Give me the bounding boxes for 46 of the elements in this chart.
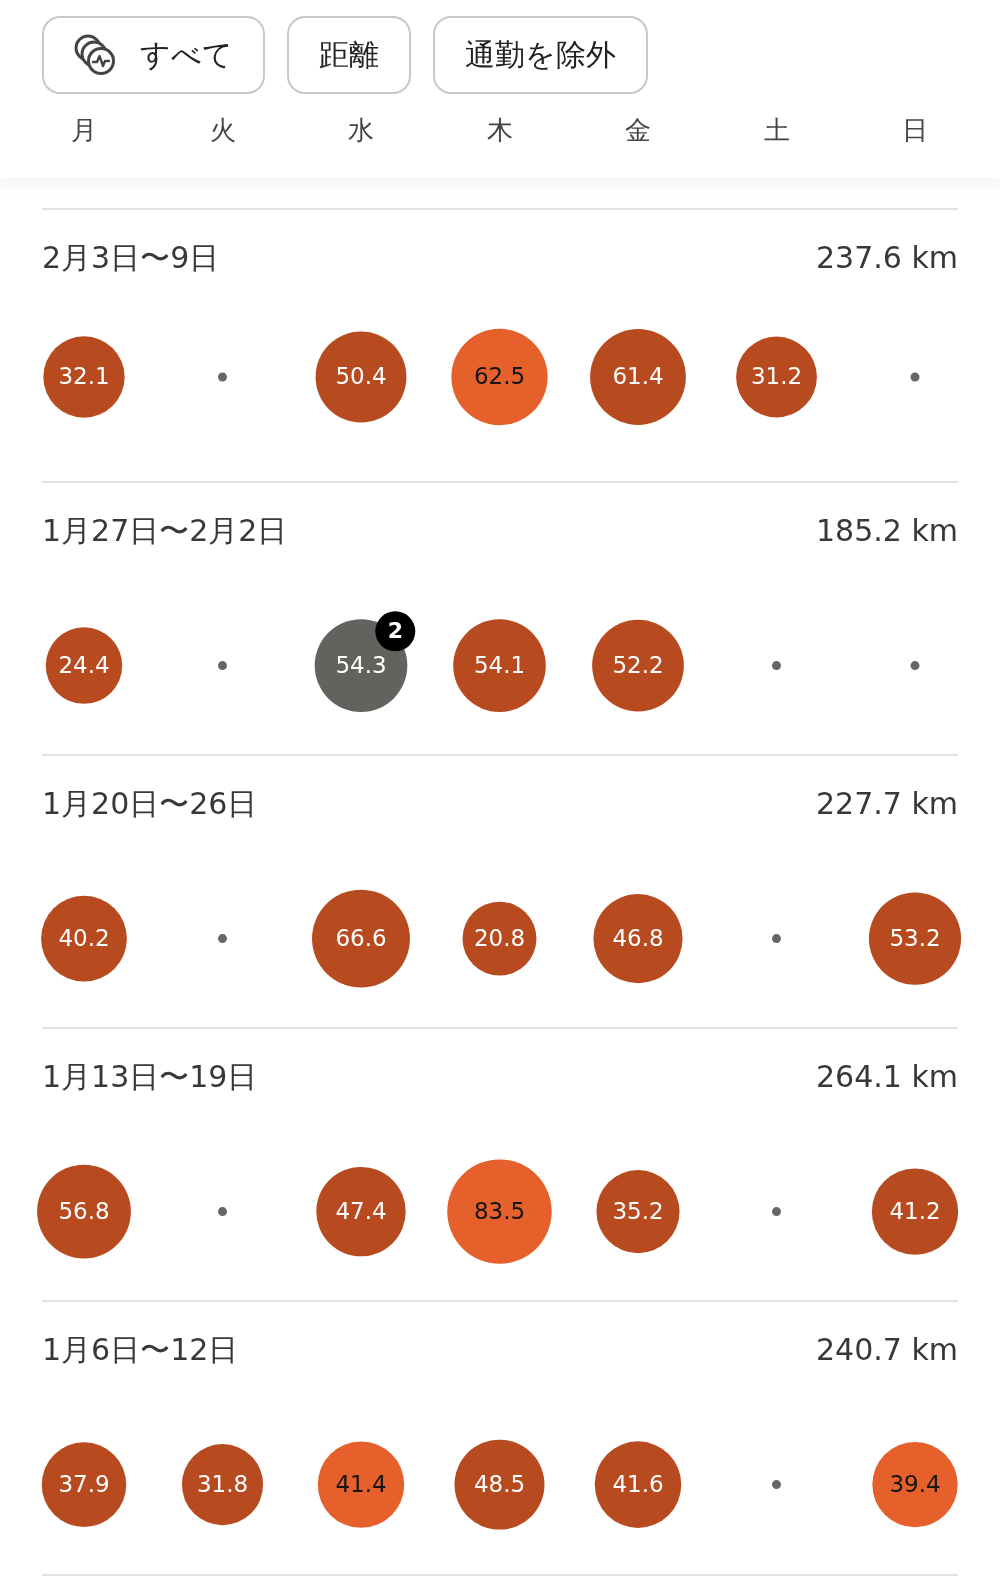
text: 2 — [387, 618, 403, 644]
data-label: 41.4 — [335, 1470, 387, 1497]
data-label: 62.5 — [473, 362, 526, 389]
data-label: 40.2 — [58, 924, 110, 951]
data-label: 46.8 — [612, 924, 664, 951]
data-label: 83.5 — [473, 1197, 526, 1224]
data-label: 61.4 — [612, 362, 664, 389]
text: 1月6日〜12日 — [42, 1332, 239, 1368]
text: 237.6 km — [815, 239, 958, 275]
data-label: 54.3 — [335, 651, 387, 678]
category-label: 木 — [486, 115, 513, 146]
data-label: 54.1 — [473, 651, 526, 678]
data-label: 52.2 — [612, 651, 664, 678]
data-label: 39.4 — [889, 1470, 941, 1497]
data-label: 53.2 — [889, 924, 941, 951]
data-label: 37.9 — [58, 1470, 110, 1497]
data-label: 31.8 — [196, 1470, 249, 1497]
text: 1月27日〜2月2日 — [42, 512, 288, 548]
category-label: 火 — [209, 115, 236, 146]
text: 1月13日〜19日 — [42, 1059, 258, 1095]
text: すべて — [140, 35, 233, 74]
text: 1月20日〜26日 — [42, 785, 258, 821]
text: 264.1 km — [815, 1059, 958, 1095]
text: 227.7 km — [815, 785, 958, 821]
data-label: 35.2 — [612, 1197, 664, 1224]
data-label: 48.5 — [473, 1470, 526, 1497]
category-label: 水 — [348, 115, 374, 146]
text: 240.7 km — [815, 1332, 958, 1368]
data-label: 66.6 — [335, 924, 387, 951]
data-label: 41.6 — [612, 1470, 664, 1497]
data-label: 41.2 — [889, 1197, 941, 1224]
category-label: 日 — [902, 115, 928, 146]
category-label: 月 — [71, 115, 97, 146]
category-label: 金 — [625, 115, 651, 146]
data-label: 32.1 — [58, 362, 110, 389]
text: 距離 — [319, 35, 379, 74]
text: 通勤を除外 — [465, 35, 616, 74]
data-label: 20.8 — [473, 924, 526, 951]
data-label: 50.4 — [335, 362, 387, 389]
data-label: 47.4 — [335, 1197, 387, 1224]
text: 185.2 km — [815, 512, 958, 548]
category-label: 土 — [763, 115, 790, 146]
data-label: 56.8 — [58, 1197, 110, 1224]
data-label: 24.4 — [58, 651, 110, 678]
data-label: 31.2 — [750, 362, 803, 389]
text: 2月3日〜9日 — [42, 239, 220, 275]
